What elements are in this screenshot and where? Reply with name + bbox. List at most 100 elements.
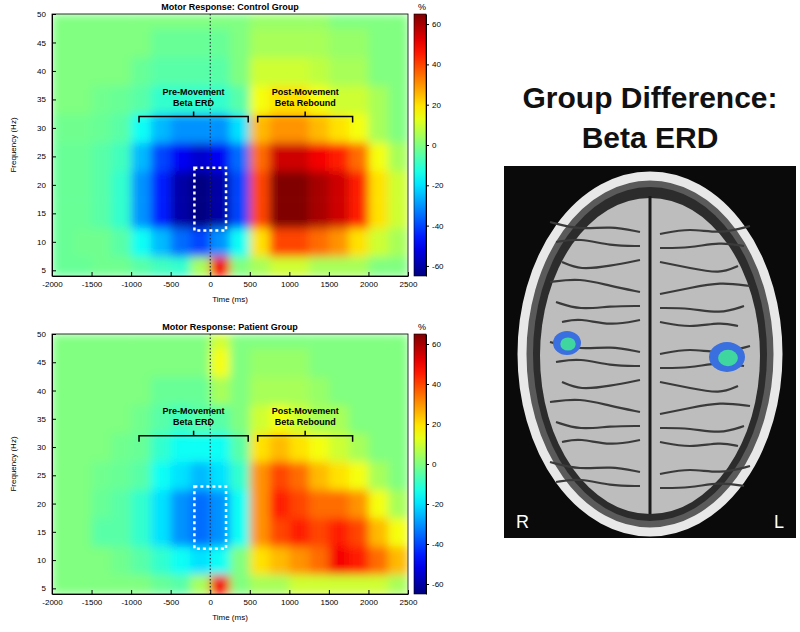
- y-axis: 5101520253035404550: [37, 10, 56, 276]
- cell: [289, 518, 309, 547]
- cell: [171, 546, 191, 575]
- cell: [309, 546, 329, 575]
- x-axis-title: Time (ms): [212, 295, 248, 304]
- y-tick-label: 50: [37, 10, 46, 19]
- sulcus: [660, 306, 744, 312]
- x-tick-label: -1000: [121, 280, 142, 289]
- cell: [289, 433, 309, 462]
- sulcus: [660, 382, 738, 392]
- cell: [52, 405, 72, 434]
- colorbar: [414, 334, 426, 594]
- y-tick: 35: [37, 415, 56, 424]
- cell: [250, 574, 270, 594]
- colorbar-tick-mark: [426, 105, 429, 106]
- cell: [72, 57, 92, 86]
- cell: [230, 334, 250, 349]
- x-tick-label: 1000: [281, 280, 299, 289]
- cell: [329, 114, 349, 143]
- cell: [230, 348, 250, 377]
- cell: [289, 14, 309, 29]
- y-axis-title: Frequency (Hz): [9, 436, 18, 491]
- cell: [270, 199, 290, 228]
- y-tick-mark: [52, 391, 56, 392]
- cell: [171, 228, 191, 257]
- y-tick-mark: [52, 270, 56, 271]
- cell: [250, 85, 270, 114]
- cell: [289, 461, 309, 490]
- x-tick-mark: [131, 272, 132, 276]
- cell: [250, 14, 270, 29]
- cell: [52, 518, 72, 547]
- x-tick: 1500: [320, 590, 338, 607]
- cell: [250, 199, 270, 228]
- cell: [210, 376, 230, 405]
- cell: [210, 574, 230, 594]
- y-tick-label: 15: [37, 209, 46, 218]
- x-tick-mark: [368, 590, 369, 594]
- sulcus: [556, 360, 640, 366]
- cell: [230, 518, 250, 547]
- cell: [52, 433, 72, 462]
- cell: [92, 85, 112, 114]
- event-line: [210, 14, 211, 276]
- cell: [349, 405, 369, 434]
- cell: [131, 574, 151, 594]
- cell: [388, 546, 408, 575]
- cell: [210, 256, 230, 276]
- annotation: Post-Movement: [272, 87, 339, 97]
- cell: [289, 256, 309, 276]
- cell: [131, 405, 151, 434]
- sulcus: [660, 284, 750, 294]
- x-tick-mark: [408, 590, 409, 594]
- y-tick-label: 25: [37, 471, 46, 480]
- x-tick-label: -2000: [42, 280, 63, 289]
- cell: [151, 28, 171, 57]
- x-tick: -500: [163, 272, 180, 289]
- cell: [230, 433, 250, 462]
- y-tick-label: 30: [37, 124, 46, 133]
- x-tick-label: 0: [208, 280, 213, 289]
- colorbar-tick-label: 40: [432, 60, 441, 69]
- colorbar-tick: 40: [426, 60, 441, 69]
- sulcus: [562, 320, 640, 324]
- y-tick-mark: [52, 475, 56, 476]
- y-tick-label: 20: [37, 181, 46, 190]
- x-tick: 1000: [281, 590, 299, 607]
- bracket: [139, 112, 248, 123]
- cell: [250, 461, 270, 490]
- cell: [250, 114, 270, 143]
- chart-title: Motor Response: Control Group: [161, 2, 299, 12]
- x-tick-mark: [131, 590, 132, 594]
- cell: [309, 334, 329, 349]
- cell: [131, 57, 151, 86]
- cell: [309, 57, 329, 86]
- cell: [72, 256, 92, 276]
- cell: [289, 574, 309, 594]
- cell: [388, 489, 408, 518]
- cell: [190, 14, 210, 29]
- cell: [52, 334, 72, 349]
- cell: [388, 114, 408, 143]
- cell: [111, 199, 131, 228]
- cell: [92, 171, 112, 200]
- cell: [289, 57, 309, 86]
- y-tick-label: 50: [37, 330, 46, 339]
- cell: [151, 574, 171, 594]
- cell: [92, 57, 112, 86]
- cell: [349, 171, 369, 200]
- bracket: [258, 431, 353, 442]
- colorbar-tick: -20: [426, 500, 444, 509]
- cell: [250, 256, 270, 276]
- cell: [190, 376, 210, 405]
- cell: [250, 518, 270, 547]
- cell: [368, 114, 388, 143]
- cell: [230, 376, 250, 405]
- cell: [289, 546, 309, 575]
- cell: [151, 171, 171, 200]
- cell: [190, 256, 210, 276]
- x-axis: -2000-1500-1000-50005001000150020002500: [42, 590, 418, 607]
- cell: [230, 142, 250, 171]
- cell: [151, 518, 171, 547]
- cell: [270, 574, 290, 594]
- cell: [329, 228, 349, 257]
